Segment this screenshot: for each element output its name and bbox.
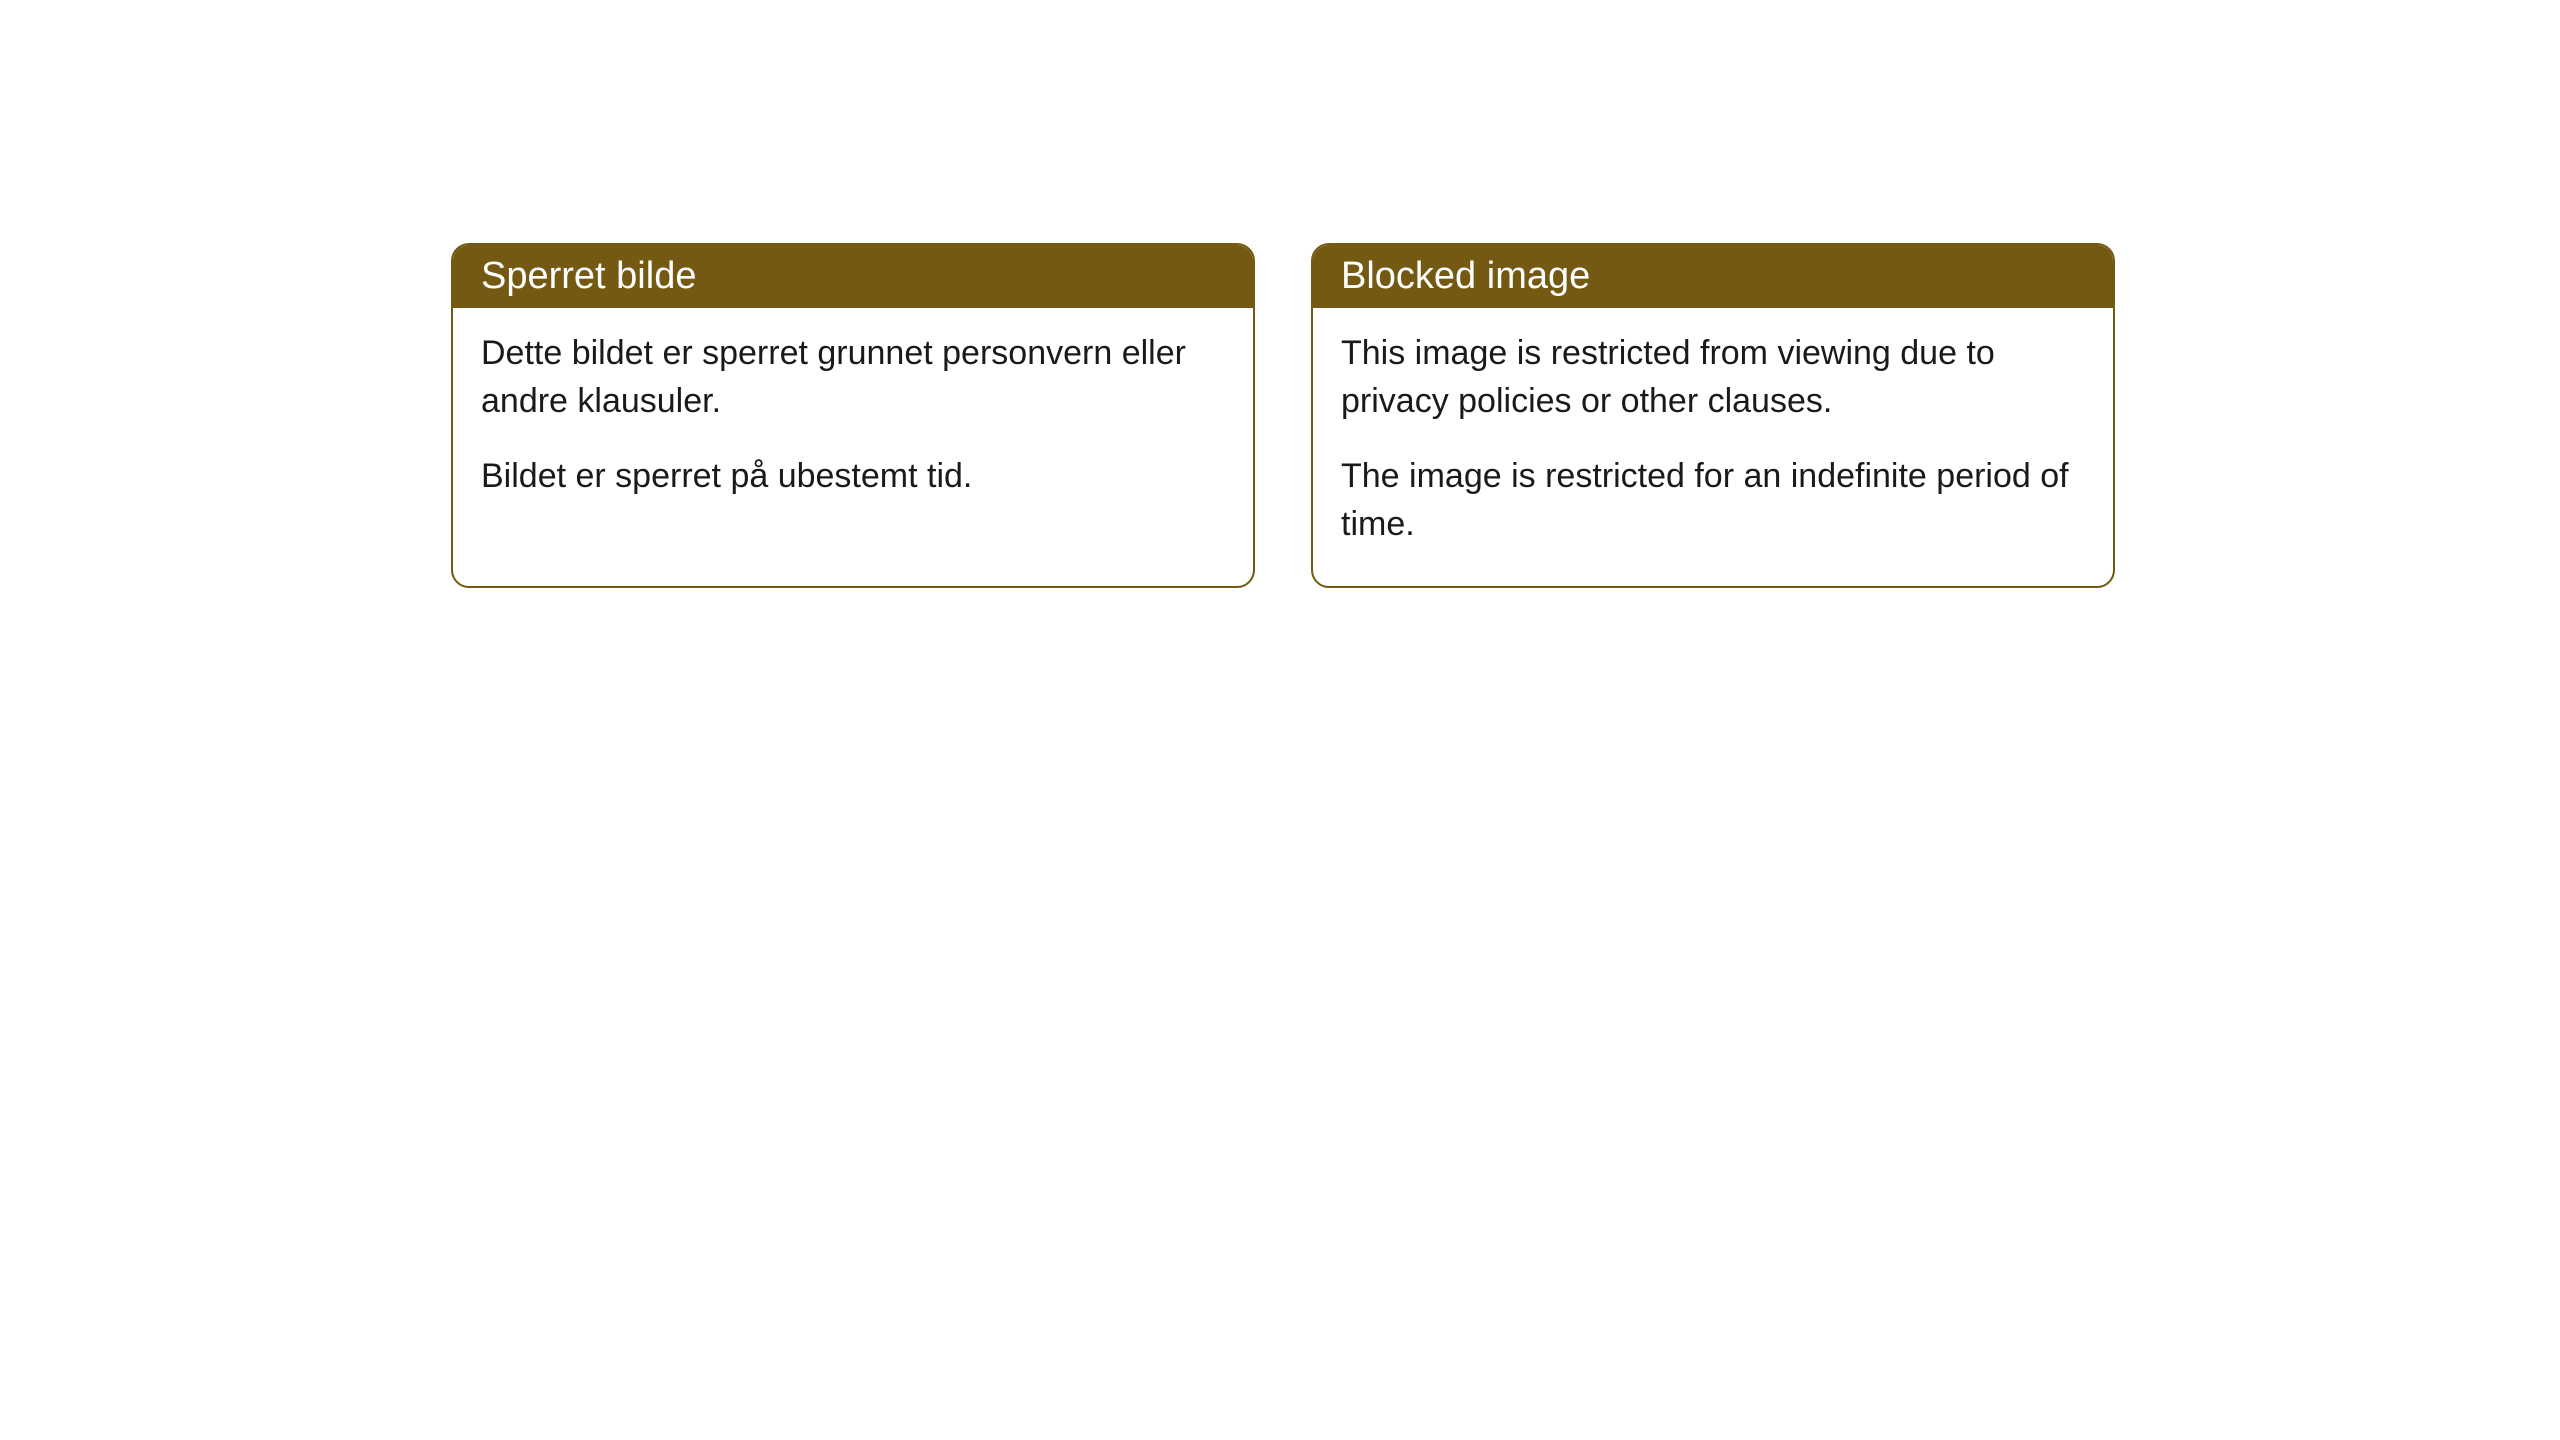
card-paragraph: Dette bildet er sperret grunnet personve… — [481, 330, 1225, 425]
card-header-english: Blocked image — [1313, 245, 2113, 308]
card-body-norwegian: Dette bildet er sperret grunnet personve… — [453, 308, 1253, 539]
card-norwegian: Sperret bilde Dette bildet er sperret gr… — [451, 243, 1255, 588]
card-body-english: This image is restricted from viewing du… — [1313, 308, 2113, 586]
cards-container: Sperret bilde Dette bildet er sperret gr… — [451, 243, 2115, 588]
card-paragraph: Bildet er sperret på ubestemt tid. — [481, 453, 1225, 501]
card-paragraph: The image is restricted for an indefinit… — [1341, 453, 2085, 548]
card-paragraph: This image is restricted from viewing du… — [1341, 330, 2085, 425]
card-header-norwegian: Sperret bilde — [453, 245, 1253, 308]
card-english: Blocked image This image is restricted f… — [1311, 243, 2115, 588]
card-title: Sperret bilde — [481, 255, 696, 297]
card-title: Blocked image — [1341, 255, 1590, 297]
